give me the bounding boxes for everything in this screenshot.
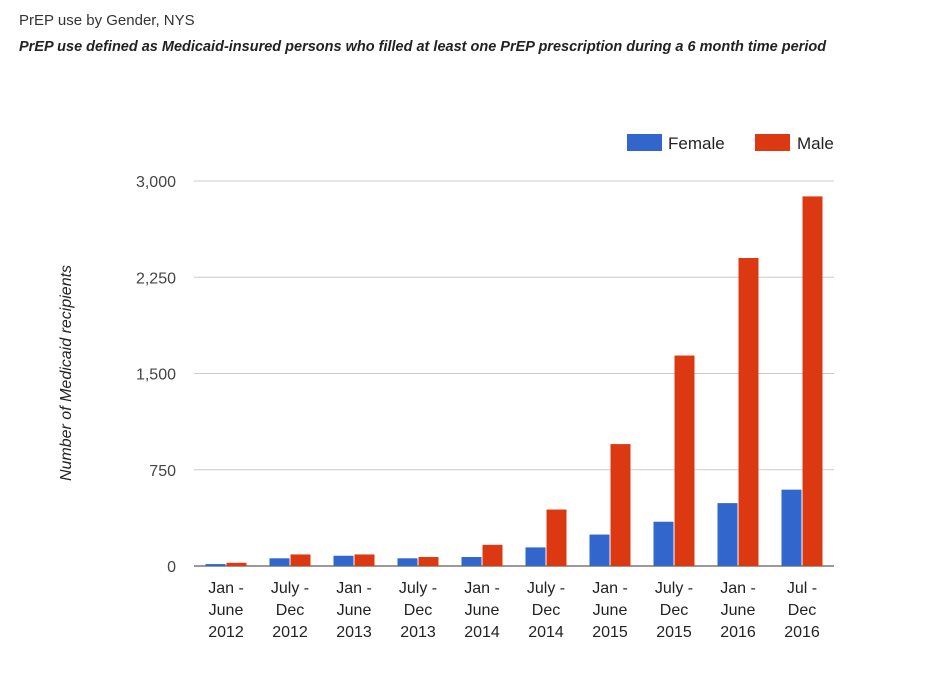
gridlines (194, 180, 834, 567)
bar-male (610, 444, 631, 566)
x-tick-label-line: July - (271, 580, 309, 597)
x-tick-label: Jan - June 2012 (208, 580, 244, 641)
x-tick-label: Jan - June 2014 (464, 580, 500, 641)
y-tick-label: 1,500 (136, 367, 176, 384)
bar-female (525, 547, 546, 566)
x-tick-label-line: June (721, 602, 756, 619)
x-tick-label: July - Dec 2014 (527, 580, 565, 641)
bar-female (461, 557, 482, 566)
y-axis-label: Number of Medicaid recipients (58, 265, 75, 481)
x-tick-label-line: 2014 (528, 624, 564, 641)
x-tick-label: July - Dec 2013 (399, 580, 437, 641)
x-tick-label-line: Jan - (464, 580, 500, 597)
x-tick-label-line: Dec (532, 602, 560, 619)
x-tick-label-line: June (209, 602, 244, 619)
bar-male (482, 544, 503, 566)
bar-female (205, 564, 226, 566)
bar-male (802, 196, 823, 566)
x-tick-label-line: Jan - (336, 580, 372, 597)
chart-subtitle: PrEP use defined as Medicaid-insured per… (19, 39, 827, 55)
chart-title: PrEP use by Gender, NYS (19, 12, 195, 29)
x-tick-label-line: Dec (404, 602, 432, 619)
bar-male (226, 562, 247, 566)
y-tick-label: 0 (167, 559, 176, 576)
x-tick-label: Jan - June 2013 (336, 580, 372, 641)
x-tick-label-line: Dec (788, 602, 816, 619)
x-tick-label-line: Jan - (720, 580, 756, 597)
bar-male (674, 355, 695, 566)
bar-male (546, 509, 567, 566)
bar-female (589, 534, 610, 566)
x-tick-label: July - Dec 2012 (271, 580, 309, 641)
x-tick-label: Jan - June 2015 (592, 580, 628, 641)
x-tick-label-line: July - (527, 580, 565, 597)
bar-female (397, 558, 418, 566)
x-tick-label-line: 2013 (336, 624, 372, 641)
x-tick-label-line: June (593, 602, 628, 619)
y-tick-label: 2,250 (136, 270, 176, 287)
x-tick-label-line: July - (655, 580, 693, 597)
x-tick-label-line: June (465, 602, 500, 619)
y-tick-label: 750 (149, 463, 176, 480)
bar-male (354, 554, 375, 566)
x-tick-label-line: Jul - (787, 580, 817, 597)
bar-male (738, 258, 759, 566)
x-tick-label-line: 2016 (784, 624, 820, 641)
y-axis-ticks: 0 750 1,500 2,250 3,000 (136, 174, 176, 576)
x-tick-label-line: July - (399, 580, 437, 597)
x-tick-label-line: Dec (276, 602, 304, 619)
x-tick-label-line: 2015 (592, 624, 628, 641)
x-tick-label-line: Dec (660, 602, 688, 619)
x-tick-label-line: 2016 (720, 624, 756, 641)
x-tick-label-line: 2015 (656, 624, 692, 641)
x-tick-label: Jan - June 2016 (720, 580, 756, 641)
legend: Female Male (627, 134, 834, 153)
bar-female (653, 521, 674, 566)
legend-swatch-male (755, 134, 790, 151)
x-tick-label: Jul - Dec 2016 (784, 580, 820, 641)
bars (205, 196, 823, 566)
x-tick-label-line: Jan - (592, 580, 628, 597)
bar-male (290, 554, 311, 566)
bar-female (333, 555, 354, 566)
legend-label-female: Female (668, 134, 725, 153)
bar-female (781, 489, 802, 566)
bar-female (269, 558, 290, 566)
x-tick-label-line: 2013 (400, 624, 436, 641)
bar-female (717, 503, 738, 566)
x-tick-label: July - Dec 2015 (655, 580, 693, 641)
legend-swatch-female (627, 134, 662, 151)
bar-male (418, 557, 439, 566)
x-tick-label-line: Jan - (208, 580, 244, 597)
x-tick-label-line: 2014 (464, 624, 500, 641)
y-tick-label: 3,000 (136, 174, 176, 191)
x-tick-label-line: June (337, 602, 372, 619)
legend-label-male: Male (797, 134, 834, 153)
x-tick-label-line: 2012 (208, 624, 244, 641)
x-tick-label-line: 2012 (272, 624, 308, 641)
